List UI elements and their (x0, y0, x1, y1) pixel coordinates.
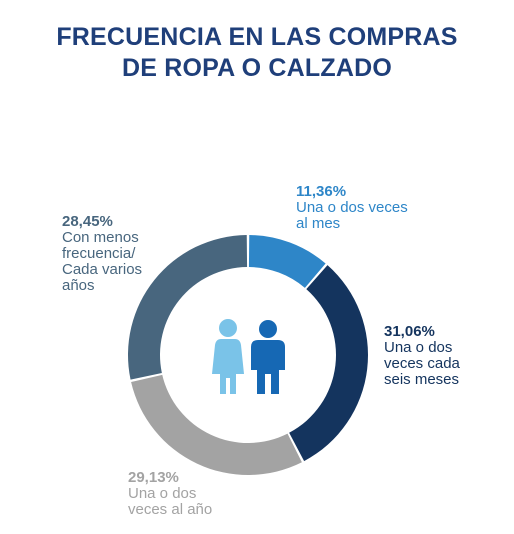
slice-label-2: 29,13% Una o dos veces al año (128, 470, 212, 518)
slice-label-3-desc: Con menos frecuencia/ Cada varios años (62, 229, 143, 294)
slice-label-1-pct: 31,06% (384, 323, 435, 340)
woman-icon (212, 319, 244, 394)
donut-slice-2 (131, 374, 302, 475)
slice-label-2-desc: Una o dos veces al año (128, 485, 213, 518)
donut-slice-3 (127, 235, 248, 380)
slice-label-3-pct: 28,45% (62, 213, 113, 230)
chart-title-line-1: FRECUENCIA EN LAS COMPRAS (56, 23, 458, 51)
slice-label-1: 31,06% Una o dos veces cada seis meses (384, 324, 460, 388)
chart-title-line-2: DE ROPA O CALZADO (121, 54, 393, 82)
chart-title: FRECUENCIA EN LAS COMPRAS DE ROPA O CALZ… (0, 22, 514, 84)
slice-label-0-desc: Una o dos veces al mes (296, 199, 408, 232)
slice-label-0-pct: 11,36% (296, 183, 347, 200)
slice-label-3: 28,45% Con menos frecuencia/ Cada varios… (62, 214, 142, 294)
donut-slice-0 (248, 235, 326, 288)
donut-slices (127, 235, 369, 475)
slice-label-2-pct: 29,13% (128, 469, 179, 486)
slice-label-0: 11,36% Una o dos veces al mes (296, 184, 408, 232)
man-icon (251, 320, 285, 394)
donut-slice-1 (289, 265, 369, 462)
slice-label-1-desc: Una o dos veces cada seis meses (384, 339, 460, 388)
